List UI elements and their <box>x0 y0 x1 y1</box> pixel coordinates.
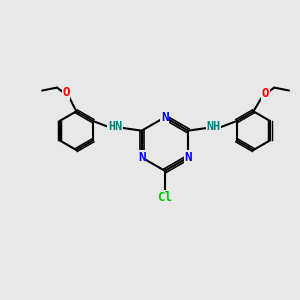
Text: NH: NH <box>206 120 220 133</box>
Text: HN: HN <box>108 120 122 133</box>
Text: Cl: Cl <box>158 191 172 204</box>
Text: N: N <box>138 151 146 164</box>
Text: N: N <box>184 151 192 164</box>
Text: O: O <box>262 87 269 100</box>
Text: O: O <box>62 86 70 99</box>
Text: N: N <box>161 111 169 124</box>
